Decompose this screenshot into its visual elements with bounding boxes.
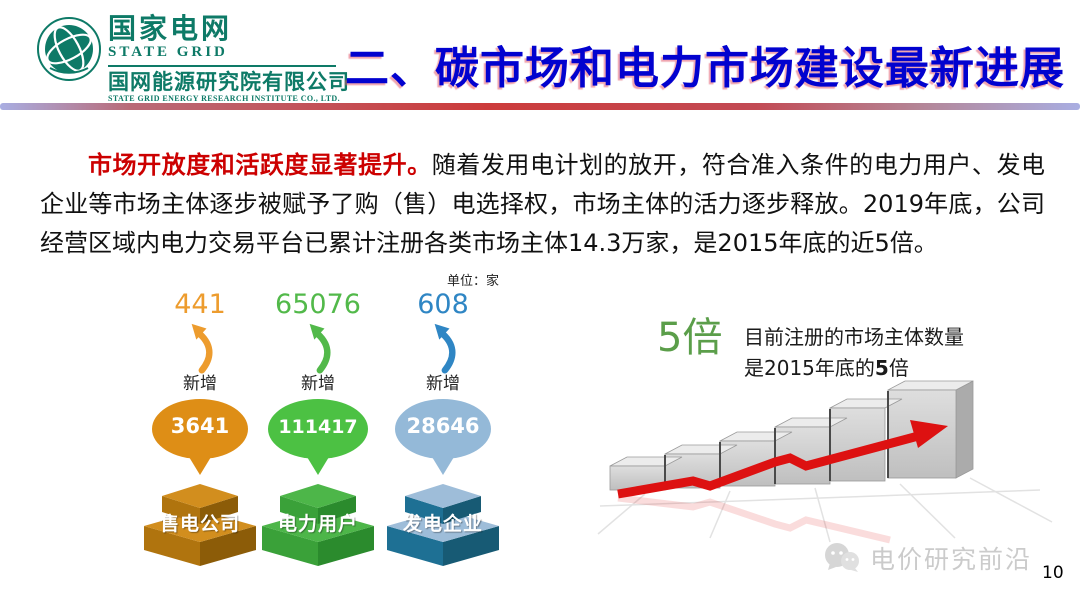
logo-divider: [108, 65, 336, 67]
new-count-label: 新增: [183, 374, 217, 394]
up-arrow-icon: [309, 323, 331, 374]
total-balloon: 3641: [148, 398, 252, 478]
new-count-value: 608: [417, 289, 469, 320]
pedestal-3d-icon: [144, 484, 256, 566]
pedestal: 电力用户: [256, 480, 380, 568]
new-count-label: 新增: [426, 374, 460, 394]
new-count-value: 65076: [275, 289, 361, 320]
total-value: 3641: [170, 414, 230, 438]
balloon-shape-icon: [268, 399, 368, 475]
pedestal-3d-icon: [387, 484, 499, 566]
total-value: 28646: [406, 414, 480, 438]
up-arrow-icon: [434, 323, 456, 374]
total-value: 111417: [278, 416, 358, 438]
category-label: 电力用户: [277, 513, 358, 535]
logo-org-en: STATE GRID: [108, 44, 228, 60]
page-number: 10: [1042, 563, 1064, 583]
note-line2-prefix: 量是2015年底的: [744, 325, 964, 380]
body-lead-sentence: 市场开放度和活跃度显著提升。: [88, 151, 432, 179]
pedestal: 发电企业: [381, 480, 505, 568]
growth-staircase-chart-icon: [597, 380, 1053, 544]
total-balloon: 28646: [391, 398, 495, 478]
column-generation-companies: 608 新增 28646 发电企业: [381, 290, 505, 568]
logo-org-cn: 国家电网: [108, 12, 233, 45]
logo-text-block: 国家电网 STATE GRID 国网能源研究院有限公司 STATE GRID E…: [108, 14, 350, 104]
multiplier-value: 5倍: [657, 315, 723, 361]
category-label: 发电企业: [402, 513, 483, 535]
column-power-users: 65076 新增 111417 电力用户: [256, 290, 380, 568]
note-bold-number: 5: [874, 356, 889, 380]
state-grid-logo-icon: [37, 17, 101, 81]
watermark-text: 电价研究前沿: [870, 545, 1033, 574]
pedestal: 售电公司: [138, 480, 262, 568]
up-arrow-icon: [191, 323, 213, 374]
column-sales-companies: 441 新增 3641 售电公司: [138, 290, 262, 568]
balloon-shape-icon: [395, 399, 491, 475]
new-count-label: 新增: [301, 374, 335, 394]
watermark: 电价研究前沿: [822, 540, 1032, 576]
wechat-icon: [825, 543, 859, 572]
body-main-text: 随着发用电计划的放开，符合准入条件的电力用户、发电企业等市场主体逐步被赋予了购（…: [40, 151, 1046, 257]
header-divider-line: [0, 103, 1080, 110]
slide-title: 二、碳市场和电力市场建设最新进展: [345, 43, 1065, 94]
note-line1: 目前注册的市场主体数: [744, 325, 944, 349]
balloon-shape-icon: [152, 399, 248, 475]
logo-institute-en: STATE GRID ENERGY RESEARCH INSTITUTE CO.…: [108, 94, 341, 103]
unit-label: 单位：家: [447, 274, 500, 289]
note-suffix: 倍: [888, 356, 909, 380]
highlight-note: 目前注册的市场主体数量是2015年底的5倍: [744, 322, 969, 384]
category-label: 售电公司: [159, 513, 240, 535]
total-balloon: 111417: [266, 398, 370, 478]
logo-institute-cn: 国网能源研究院有限公司: [108, 70, 350, 94]
pedestal-3d-icon: [262, 484, 374, 566]
new-count-value: 441: [174, 289, 226, 320]
body-paragraph: 市场开放度和活跃度显著提升。随着发用电计划的放开，符合准入条件的电力用户、发电企…: [40, 146, 1045, 263]
